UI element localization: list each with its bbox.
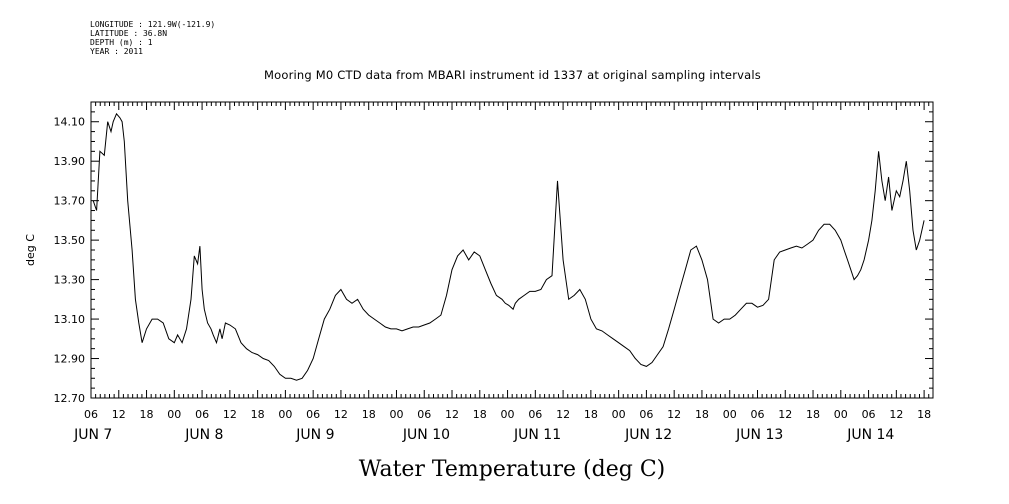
plot-border xyxy=(90,101,934,399)
y-tick-label: 13.90 xyxy=(54,155,86,168)
y-tick-label: 12.70 xyxy=(54,392,86,405)
chart-title: Mooring M0 CTD data from MBARI instrumen… xyxy=(264,68,761,82)
x-hour-label: 06 xyxy=(862,408,876,421)
x-day-label: JUN 9 xyxy=(295,427,334,443)
x-hour-label: 18 xyxy=(140,408,154,421)
y-tick-label: 13.70 xyxy=(54,195,86,208)
x-day-label: JUN 12 xyxy=(624,427,672,443)
metadata-block: LONGITUDE : 121.9W(-121.9) LATITUDE : 36… xyxy=(90,20,215,56)
x-hour-label: 12 xyxy=(667,408,681,421)
x-hour-label: 18 xyxy=(917,408,931,421)
x-hour-label: 06 xyxy=(306,408,320,421)
data-series xyxy=(92,112,925,381)
x-hour-label: 06 xyxy=(528,408,542,421)
x-hour-label: 06 xyxy=(195,408,209,421)
x-hour-label: 00 xyxy=(612,408,626,421)
plot-frame xyxy=(90,101,934,399)
x-hour-label: 00 xyxy=(278,408,292,421)
y-axis-label: deg C xyxy=(24,234,37,266)
x-hour-label: 06 xyxy=(750,408,764,421)
longitude-label: LONGITUDE : 121.9W(-121.9) xyxy=(90,20,216,29)
year-label: YEAR : 2011 xyxy=(90,47,143,56)
x-day-label: JUN 11 xyxy=(513,427,561,443)
y-tick-label: 13.50 xyxy=(54,234,86,247)
x-hour-label: 00 xyxy=(389,408,403,421)
x-hour-label: 12 xyxy=(889,408,903,421)
x-hour-label: 18 xyxy=(473,408,487,421)
x-hour-label: 12 xyxy=(556,408,570,421)
x-day-label: JUN 7 xyxy=(73,427,112,443)
x-axis-label: Water Temperature (deg C) xyxy=(359,457,666,482)
y-tick-label: 12.90 xyxy=(54,353,86,366)
x-day-label: JUN 14 xyxy=(846,427,894,443)
y-axis: 12.70 12.90 13.10 13.30 13.50 13.70 13.90 14.10 xyxy=(54,101,933,405)
latitude-label: LATITUDE : 36.8N xyxy=(90,29,168,38)
y-tick-label: 14.10 xyxy=(54,116,86,129)
x-hour-label: 18 xyxy=(251,408,265,421)
x-hour-label: 18 xyxy=(806,408,820,421)
temperature-series-line xyxy=(92,112,925,381)
x-hour-label: 00 xyxy=(501,408,515,421)
x-hour-label: 00 xyxy=(723,408,737,421)
x-hour-label: 12 xyxy=(334,408,348,421)
x-axis: 06 12 18 00 06 12 18 00 06 12 18 00 06 12 18 00 06 12 18 00… xyxy=(73,102,931,443)
x-hour-label: 12 xyxy=(778,408,792,421)
x-hour-label: 18 xyxy=(362,408,376,421)
x-day-label: JUN 8 xyxy=(184,427,223,443)
x-hour-label: 00 xyxy=(834,408,848,421)
x-day-label: JUN 10 xyxy=(402,427,450,443)
x-hour-label: 06 xyxy=(639,408,653,421)
y-tick-label: 13.10 xyxy=(54,313,86,326)
x-hour-label: 00 xyxy=(167,408,181,421)
x-hour-label: 12 xyxy=(445,408,459,421)
y-tick-label: 13.30 xyxy=(54,274,86,287)
depth-label: DEPTH (m) : 1 xyxy=(90,38,153,47)
x-hour-label: 12 xyxy=(223,408,237,421)
x-hour-label: 12 xyxy=(112,408,126,421)
x-hour-label: 18 xyxy=(695,408,709,421)
x-hour-label: 06 xyxy=(417,408,431,421)
x-hour-label: 18 xyxy=(584,408,598,421)
x-hour-label: 06 xyxy=(84,408,98,421)
x-day-label: JUN 13 xyxy=(735,427,783,443)
